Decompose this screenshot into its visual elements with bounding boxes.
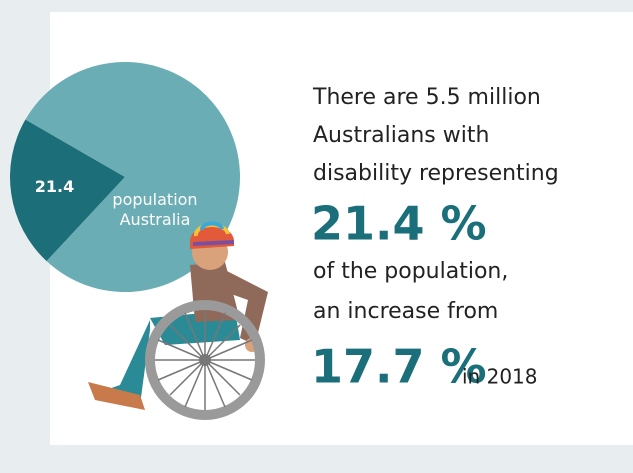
suffix: in 2018 xyxy=(462,365,538,389)
data-label: 21.4 xyxy=(35,177,74,196)
intro-line: Australians with xyxy=(313,123,489,148)
middle-line: an increase from xyxy=(313,299,498,324)
intro-line: disability representing xyxy=(313,161,559,186)
intro-line: There are 5.5 million xyxy=(312,85,541,110)
slice-label-line: population xyxy=(112,190,197,209)
middle-line: of the population, xyxy=(313,259,508,284)
page: {"chart_data": {"type": "pie", "categori… xyxy=(0,0,633,473)
slice-label-line: Australia xyxy=(120,210,191,229)
infographic: 21.4 populationAustralia There are 5.5 mi… xyxy=(0,0,633,473)
highlight: 17.7 % xyxy=(311,340,487,394)
highlight: 21.4 % xyxy=(311,197,487,251)
